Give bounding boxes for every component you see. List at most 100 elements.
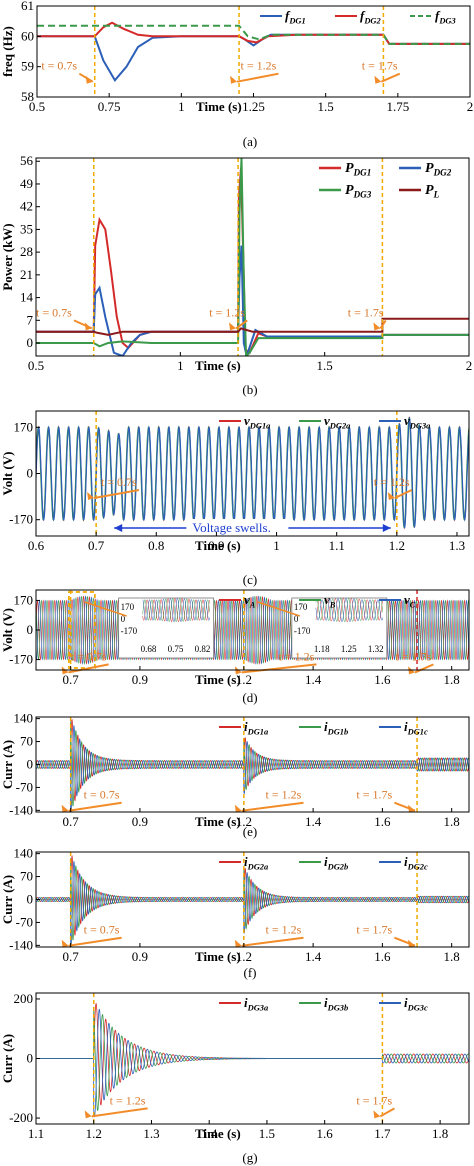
legend-entry: fDG2 xyxy=(360,8,382,25)
legend-entry-sub: DG3 xyxy=(438,15,455,25)
panel-e: t = 0.7s t = 1.2s t = 1.7s 0.7 0.9 1.2 1.4 1.6 1… xyxy=(0,711,470,839)
event-annotation: t = 0.7s xyxy=(41,59,77,73)
event-annotation: t = 0.7s xyxy=(71,649,107,663)
wave-iDG1c xyxy=(36,724,469,812)
legend-entry-sub: DG3a xyxy=(247,1002,269,1012)
annotation-arrowhead xyxy=(85,75,93,84)
legend-entry-sub: DG1c xyxy=(407,726,428,736)
y-tick-label: 0 xyxy=(27,892,34,907)
y-tick-label: -170 xyxy=(9,652,33,667)
y-tick-label: 140 xyxy=(14,846,34,861)
x-tick-label: 1.5 xyxy=(317,358,333,373)
x-tick-label: 1.2 xyxy=(236,672,252,687)
legend-entry: iDG3b xyxy=(324,995,348,1012)
x-tick-label: 0.7 xyxy=(63,949,80,964)
event-annotation: t = 1.7s xyxy=(356,1093,392,1107)
legend-entry-base: f xyxy=(285,8,291,23)
legend-entry-sub: DG3 xyxy=(353,190,372,200)
legend-entry-sub: DG2 xyxy=(363,15,381,25)
x-tick-label: 0.9 xyxy=(132,949,148,964)
x-tick-label: 1.8 xyxy=(444,949,460,964)
legend-entry-sub: DG3c xyxy=(407,1002,428,1012)
legend-entry: PDG1 xyxy=(345,161,371,178)
legend-entry-base: f xyxy=(435,8,441,23)
event-annotation: t = 1.2s xyxy=(265,788,301,802)
event-annotation: t = 1.2s xyxy=(265,923,301,937)
y-tick-label: 59 xyxy=(21,59,34,74)
wave-vDG3a xyxy=(36,416,469,529)
y-axis-label: Power (kW) xyxy=(0,223,15,290)
y-tick-label: 170 xyxy=(14,592,34,607)
swell-label: Voltage swells. xyxy=(192,520,270,535)
inset1-xtick: 0.82 xyxy=(195,644,211,654)
x-tick-label: 1.8 xyxy=(432,1126,448,1141)
y-tick-label: 70 xyxy=(20,734,33,749)
legend-entry-sub: DG1a xyxy=(247,726,269,736)
wave-iDG3a xyxy=(36,1002,469,1106)
x-axis-label: Time (s) xyxy=(196,99,242,114)
legend: iDG1a iDG1b iDG1c xyxy=(219,719,428,736)
panel-caption: (c) xyxy=(243,572,257,587)
legend-entry-sub: L xyxy=(433,190,440,200)
y-tick-label: 0 xyxy=(27,466,34,481)
legend-entry-sub: DG3b xyxy=(327,1002,349,1012)
legend-entry-base: i xyxy=(324,854,328,869)
panel-c: t = 0.7s t = 1.2s Voltage swells. 0.6 0.7 0.8… xyxy=(0,410,470,587)
plot-area xyxy=(36,1002,469,1118)
series-PDG3 xyxy=(36,158,469,356)
legend-entry-base: i xyxy=(404,995,408,1010)
x-tick-label: 0.7 xyxy=(88,538,105,553)
inset2-xtick: 1.25 xyxy=(341,644,357,654)
x-tick-label: 1.5 xyxy=(259,1126,275,1141)
legend-entry-sub: B xyxy=(329,599,336,609)
annotation-arrowhead xyxy=(230,75,238,84)
legend-entry: vB xyxy=(324,592,336,609)
event-annotation: t = 1.2s xyxy=(209,305,245,319)
x-axis-label: Time (s) xyxy=(195,538,241,553)
x-tick-label: 0.9 xyxy=(132,672,148,687)
x-tick-label: 1.3 xyxy=(449,538,465,553)
x-tick-label: 0.6 xyxy=(28,538,45,553)
legend-entry-base: v xyxy=(244,413,250,428)
legend-entry-base: i xyxy=(324,995,328,1010)
legend-entry-sub: DG3a xyxy=(409,420,431,430)
series-PL xyxy=(36,317,469,336)
panel-caption: (f) xyxy=(244,965,257,980)
legend-entry-base: i xyxy=(244,719,248,734)
x-tick-label: 1.1 xyxy=(329,538,345,553)
event-annotation: t = 0.7s xyxy=(101,475,137,489)
wave-iDG2c xyxy=(36,860,469,947)
x-tick-label: 1 xyxy=(273,538,280,553)
wave-iDG2a xyxy=(36,855,469,936)
event-annotation: t = 1.7s xyxy=(395,649,431,663)
wave-iDG3c xyxy=(36,1008,469,1118)
legend-entry: PDG2 xyxy=(425,161,452,178)
legend-entry-sub: C xyxy=(410,599,416,609)
annotation-arrowhead xyxy=(234,804,242,813)
x-tick-label: 0.9 xyxy=(208,538,224,553)
legend-entry: iDG2a xyxy=(244,854,269,871)
panel-b: t = 0.7s t = 1.2s t = 1.7s 0.5 1 1.5 2 0 7 14 21 28… xyxy=(0,153,472,397)
y-tick-label: 58 xyxy=(21,89,34,104)
annotation-arrowhead xyxy=(84,1110,92,1119)
legend-entry-base: P xyxy=(425,183,434,198)
inset2-xtick: 1.18 xyxy=(314,644,330,654)
annotation-arrow xyxy=(235,319,248,330)
x-tick-label: 0.7 xyxy=(63,672,80,687)
legend: iDG3a iDG3b iDG3c xyxy=(219,995,428,1012)
plot-area xyxy=(36,595,469,665)
x-axis-label: Time (s) xyxy=(195,1126,241,1141)
y-tick-label: -70 xyxy=(16,779,33,794)
legend-entry: vDG2a xyxy=(324,413,351,430)
y-tick-label: 61 xyxy=(21,0,34,13)
axes-frame xyxy=(36,5,471,98)
legend-entry-base: i xyxy=(244,995,248,1010)
inset1-pointer xyxy=(84,601,127,617)
wave-iDG1a xyxy=(36,719,469,802)
inset2-pointer xyxy=(257,601,301,617)
y-tick-label: 70 xyxy=(20,869,33,884)
legend-entry-base: i xyxy=(404,854,408,869)
x-tick-label: 1.4 xyxy=(305,672,322,687)
